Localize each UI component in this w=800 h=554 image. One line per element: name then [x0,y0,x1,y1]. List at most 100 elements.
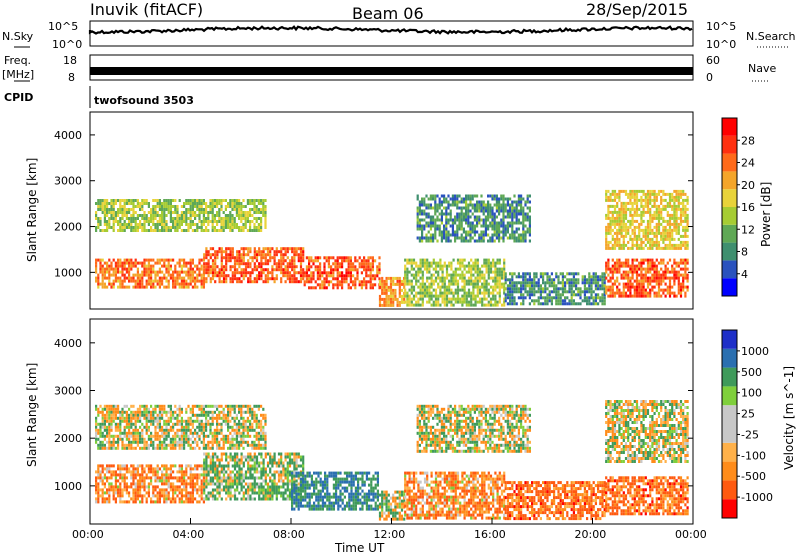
velocity-cell-494 [207,470,210,474]
power-cell-756 [305,265,308,269]
power-cell-2545 [143,211,146,214]
power-cell-4081 [677,207,680,211]
power-cell-3457 [502,230,505,234]
power-cell-3939 [655,231,658,235]
velocity-cell-579 [222,476,226,480]
power-cell-1242 [430,273,433,277]
power-cell-2827 [218,199,221,202]
power-cell-1681 [515,287,518,291]
velocity-cell-435 [196,482,199,486]
power-cell-3759 [629,210,632,214]
power-cell-987 [371,277,374,281]
power-cell-3564 [524,203,527,207]
power-cell-2425 [112,205,115,208]
velocity-cell-175 [136,464,139,468]
power-cell-1377 [456,279,460,283]
power-cell-2970 [255,217,258,220]
power-cell-2777 [202,223,205,226]
power-cell-3067 [427,236,430,240]
power-cell-3821 [638,231,641,235]
power-cell-936 [358,262,361,266]
power-cell-547 [251,256,254,260]
power-cell-764 [308,262,311,266]
power-cell-183 [150,267,153,271]
power-cell-4117 [682,243,685,247]
power-cell-3135 [440,239,443,243]
power-cell-33 [103,282,106,286]
power-cell-2282 [666,291,669,295]
power-cell-1669 [511,302,514,306]
velocity-cell-703 [247,467,250,471]
power-cell-1460 [472,285,475,289]
power-cell-968 [367,268,370,272]
power-cell-2328 [679,282,683,286]
power-cell-135 [136,261,139,265]
power-cell-918 [352,268,355,272]
power-cell-2002 [603,293,606,297]
power-cell-1956 [592,281,595,285]
velocity-cell-17 [97,491,100,495]
velocity-cell-489 [205,497,208,501]
power-cell-702 [291,274,294,278]
power-cell-827 [325,280,328,284]
power-cell-2374 [99,199,102,202]
velocity-cell-348 [176,494,179,498]
power-cell-2093 [624,291,628,295]
power-cell-3925 [653,234,656,238]
velocity-cell-156 [132,476,135,480]
power-cell-3499 [511,224,514,228]
velocity-cell-317 [169,467,172,471]
power-cell-2543 [143,199,146,202]
power-cell-2372 [97,223,100,226]
power-cell-776 [310,277,313,281]
velocity-cell-114 [121,473,124,477]
power-cell-4037 [671,228,674,232]
power-cell-2752 [198,199,201,202]
power-cell-2627 [163,226,166,229]
velocity-cell-583 [225,452,228,456]
power-cell-2141 [635,279,639,283]
power-cell-2375 [99,202,102,205]
power-cell-908 [349,262,352,266]
power-cell-2682 [178,217,181,220]
power-cell-2286 [668,279,672,283]
power-cell-622 [271,247,274,251]
power-cell-1625 [503,273,506,277]
power-cell-1920 [583,281,586,285]
power-cell-1295 [441,264,444,268]
power-cell-673 [284,265,287,269]
power-cell-718 [295,250,298,254]
power-cell-803 [319,271,322,275]
power-cell-935 [358,256,361,260]
power-cell-2600 [158,202,161,205]
velocity-cell-309 [167,476,170,480]
velocity-cell-553 [218,464,221,468]
power-cell-3267 [467,215,470,219]
power-cell-2510 [132,229,135,232]
power-cell-2454 [119,223,122,226]
velocity-cell-702 [247,464,250,468]
power-cell-2663 [174,205,177,208]
power-cell-1040 [387,285,390,289]
power-cell-3408 [493,239,496,243]
power-cell-120 [130,276,133,280]
power-cell-3519 [515,212,518,216]
power-cell-1317 [443,300,446,304]
velocity-cell-276 [161,470,164,474]
power-cell-606 [266,250,270,254]
power-cell-2144 [635,288,639,292]
power-cell-811 [321,283,324,287]
power-cell-2205 [649,270,652,274]
power-cell-1455 [472,264,475,268]
power-cell-3369 [487,218,490,222]
power-cell-3614 [607,213,610,217]
velocity-cell-575 [222,464,226,468]
power-cell-2503 [132,205,135,208]
power-cell-1932 [586,299,589,303]
power-cell-367 [205,250,208,254]
velocity-cell-290 [163,488,166,492]
power-cell-3948 [657,207,661,211]
velocity-cell-113 [121,467,124,471]
power-cell-1545 [487,282,490,286]
power-cell-63 [114,264,117,268]
